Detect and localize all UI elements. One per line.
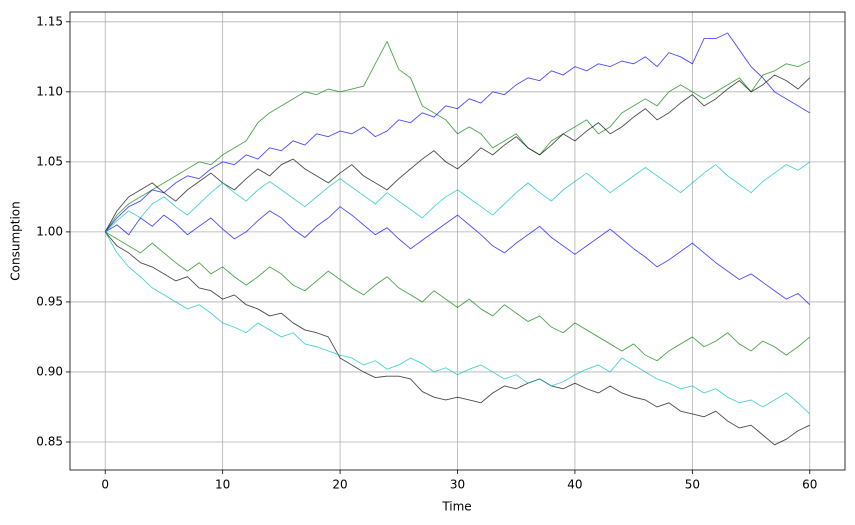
y-tick-label: 1.10 <box>36 84 63 98</box>
lines <box>104 32 811 446</box>
y-tick-label: 1.15 <box>36 14 63 28</box>
grid <box>70 12 845 470</box>
series-line <box>104 206 811 306</box>
x-tick-label: 20 <box>332 478 347 492</box>
x-axis-label: Time <box>441 500 471 514</box>
y-axis-label: Consumption <box>9 201 23 280</box>
x-tick-label: 10 <box>215 478 230 492</box>
series-line <box>104 32 811 233</box>
series-line <box>104 231 810 446</box>
y-tick-label: 0.95 <box>36 294 63 308</box>
series-line <box>104 161 811 233</box>
series-line <box>104 231 811 362</box>
x-tick-label: 40 <box>567 478 582 492</box>
series-line <box>104 40 810 233</box>
y-tick-label: 0.85 <box>36 434 63 448</box>
x-tick-label: 30 <box>450 478 465 492</box>
y-tick-label: 0.90 <box>36 364 63 378</box>
series-line <box>104 231 811 415</box>
x-tick-label: 0 <box>101 478 109 492</box>
y-tick-label: 1.05 <box>36 154 63 168</box>
x-tick-label: 50 <box>685 478 700 492</box>
x-tick-label: 60 <box>802 478 817 492</box>
y-tick-label: 1.00 <box>36 224 63 238</box>
